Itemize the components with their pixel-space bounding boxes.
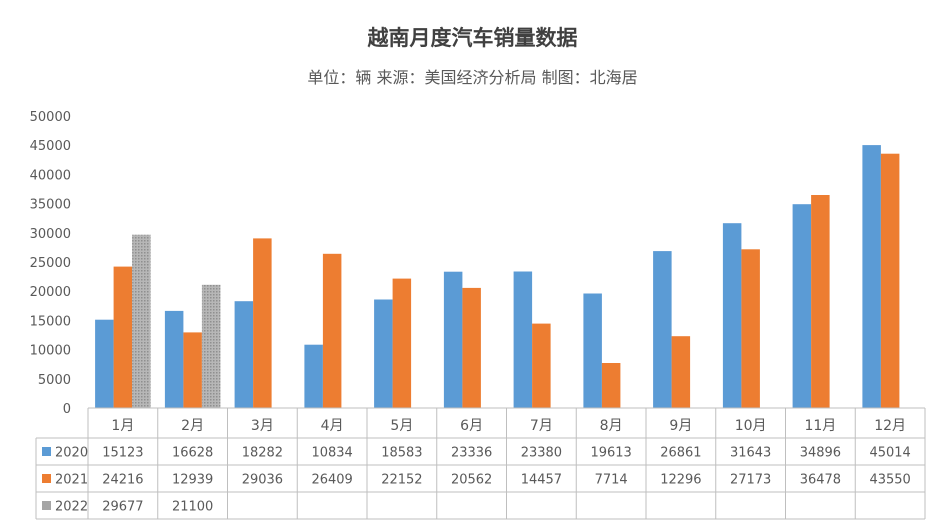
data-label-2020: 16628 bbox=[172, 446, 213, 461]
data-label-2021: 20562 bbox=[451, 473, 492, 488]
data-label-2021: 14457 bbox=[521, 473, 562, 488]
x-tick-label: 2月 bbox=[181, 418, 204, 434]
bar-2021-1 bbox=[113, 266, 133, 408]
x-tick-label: 8月 bbox=[600, 418, 623, 434]
y-tick-label: 40000 bbox=[30, 168, 71, 183]
data-label-2020: 26861 bbox=[660, 446, 701, 461]
bar-2020-5 bbox=[374, 299, 393, 408]
data-label-2020: 23336 bbox=[451, 446, 492, 461]
data-label-2022: 29677 bbox=[102, 500, 143, 515]
bar-2021-7 bbox=[532, 323, 551, 408]
data-label-2021: 12939 bbox=[172, 473, 213, 488]
bar-2021-3 bbox=[253, 238, 272, 408]
bar-2020-9 bbox=[653, 251, 672, 408]
y-tick-label: 0 bbox=[63, 402, 71, 417]
bar-2020-3 bbox=[234, 301, 254, 408]
data-label-2021: 36478 bbox=[800, 473, 841, 488]
legend-swatch-2021 bbox=[42, 474, 51, 483]
data-label-2020: 34896 bbox=[800, 446, 841, 461]
bar-2021-6 bbox=[462, 287, 481, 408]
legend-swatch-2020 bbox=[42, 447, 51, 456]
chart-title: 越南月度汽车销量数据 bbox=[367, 26, 578, 50]
bar-2020-8 bbox=[583, 293, 602, 408]
data-label-2022: 21100 bbox=[172, 500, 213, 515]
legend-swatch-2022 bbox=[42, 501, 51, 510]
bar-2020-11 bbox=[792, 204, 812, 408]
data-label-2020: 45014 bbox=[869, 446, 910, 461]
x-tick-label: 1月 bbox=[111, 418, 134, 434]
bar-2022-2 bbox=[201, 284, 221, 408]
bar-2020-7 bbox=[513, 271, 533, 408]
data-label-2021: 26409 bbox=[311, 473, 352, 488]
x-tick-label: 3月 bbox=[251, 418, 274, 434]
x-tick-label: 9月 bbox=[669, 418, 692, 434]
x-tick-label: 7月 bbox=[530, 418, 553, 434]
data-label-2021: 27173 bbox=[730, 473, 771, 488]
bar-2020-1 bbox=[95, 319, 114, 408]
y-tick-label: 5000 bbox=[38, 373, 71, 388]
bar-2022-1 bbox=[132, 234, 151, 408]
data-label-2020: 10834 bbox=[311, 446, 352, 461]
data-label-2020: 15123 bbox=[102, 446, 143, 461]
y-tick-label: 35000 bbox=[30, 198, 71, 213]
bar-2020-10 bbox=[722, 223, 742, 408]
data-label-2021: 12296 bbox=[660, 473, 701, 488]
bar-2020-6 bbox=[443, 271, 463, 408]
bar-2021-10 bbox=[741, 249, 760, 408]
y-tick-label: 45000 bbox=[30, 139, 71, 154]
y-tick-label: 15000 bbox=[30, 314, 71, 329]
legend-label-2021: 2021 bbox=[55, 473, 88, 488]
y-tick-label: 10000 bbox=[30, 344, 71, 359]
bar-2021-5 bbox=[392, 278, 412, 408]
bar-2021-11 bbox=[811, 195, 830, 408]
data-label-2021: 22152 bbox=[381, 473, 422, 488]
data-label-2020: 31643 bbox=[730, 446, 771, 461]
x-tick-label: 4月 bbox=[321, 418, 344, 434]
bar-2021-12 bbox=[880, 153, 900, 408]
chart-subtitle: 单位：辆 来源：美国经济分析局 制图：北海居 bbox=[307, 68, 638, 87]
data-label-2021: 24216 bbox=[102, 473, 143, 488]
bar-2021-4 bbox=[322, 253, 342, 408]
y-tick-label: 20000 bbox=[30, 285, 71, 300]
data-label-2020: 18282 bbox=[242, 446, 283, 461]
data-label-2020: 18583 bbox=[381, 446, 422, 461]
bar-2021-8 bbox=[601, 363, 621, 408]
data-label-2021: 43550 bbox=[869, 473, 910, 488]
data-label-2021: 29036 bbox=[242, 473, 283, 488]
data-label-2021: 7714 bbox=[595, 473, 628, 488]
bar-2020-4 bbox=[304, 344, 323, 408]
x-tick-label: 6月 bbox=[460, 418, 483, 434]
x-tick-label: 10月 bbox=[735, 418, 767, 434]
bar-2020-12 bbox=[862, 145, 881, 408]
x-tick-label: 12月 bbox=[874, 418, 906, 434]
bar-2021-9 bbox=[671, 336, 691, 408]
bar-2021-2 bbox=[183, 332, 202, 408]
bar-2020-2 bbox=[164, 310, 184, 408]
x-tick-label: 5月 bbox=[390, 418, 413, 434]
legend-label-2022: 2022 bbox=[55, 500, 88, 515]
y-tick-label: 25000 bbox=[30, 256, 71, 271]
data-label-2020: 19613 bbox=[590, 446, 631, 461]
legend-label-2020: 2020 bbox=[55, 446, 88, 461]
y-tick-label: 30000 bbox=[30, 227, 71, 242]
y-tick-label: 50000 bbox=[30, 110, 71, 125]
data-label-2020: 23380 bbox=[521, 446, 562, 461]
x-tick-label: 11月 bbox=[804, 418, 836, 434]
